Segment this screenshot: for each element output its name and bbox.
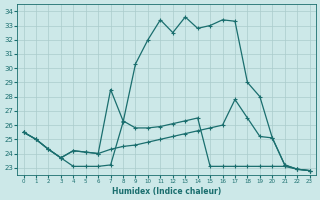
X-axis label: Humidex (Indice chaleur): Humidex (Indice chaleur) — [112, 187, 221, 196]
